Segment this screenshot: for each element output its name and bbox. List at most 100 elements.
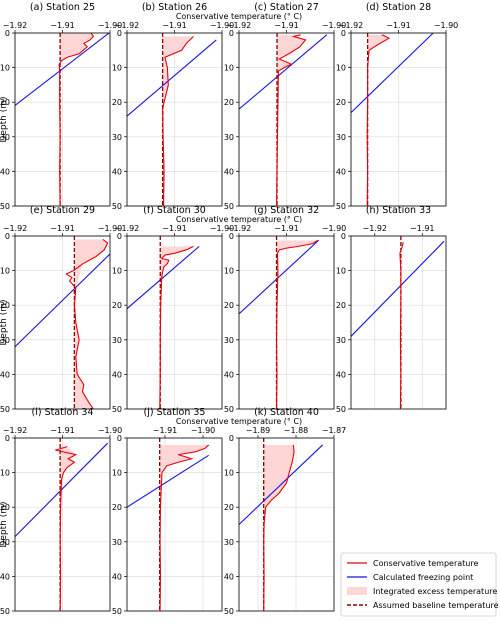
y-axis-label: Depth (m) — [0, 299, 9, 345]
y-tick-label: 50 — [112, 607, 122, 616]
legend-swatch-excess — [347, 587, 367, 595]
y-tick-label: 0 — [5, 232, 10, 241]
freezing-line — [15, 253, 110, 348]
excess-fill — [367, 34, 389, 51]
y-tick-label: 40 — [336, 370, 346, 379]
y-tick-label: 40 — [112, 167, 122, 176]
temperature-line — [275, 240, 318, 409]
panel-title: (j) Station 35 — [144, 407, 206, 418]
y-tick-label: 50 — [336, 405, 346, 414]
excess-fill — [277, 34, 306, 137]
panel-title: (i) Station 34 — [32, 407, 94, 418]
panel: −1.92 −1.91 0 10 20 30 40 50 (h) Station 33 — [336, 205, 447, 414]
temperature-line — [65, 239, 109, 409]
x-tick-label: −1.91 — [274, 21, 299, 30]
x-tick-label: −1.90 — [210, 21, 235, 30]
y-tick-label: 20 — [336, 98, 346, 107]
x-tick-label: −1.92 — [339, 21, 364, 30]
y-tick-label: 30 — [336, 336, 346, 345]
excess-fill — [263, 444, 295, 577]
freezing-line — [351, 33, 434, 113]
temperature-line — [159, 245, 194, 409]
x-tick-label: −1.90 — [210, 224, 235, 233]
y-tick-label: 50 — [224, 202, 234, 211]
x-tick-label: −1.91 — [50, 224, 75, 233]
x-tick-label: −1.92 — [227, 21, 252, 30]
x-tick-label: −1.90 — [98, 21, 123, 30]
excess-fill — [74, 239, 108, 409]
legend: Conservative temperature Calculated free… — [340, 552, 500, 617]
y-tick-label: 0 — [5, 29, 10, 38]
panel: −1.91 −1.90 0 10 20 30 40 50 (j) Station 35 — [112, 407, 223, 616]
panel-title: (h) Station 33 — [366, 205, 431, 216]
temperature-line — [162, 36, 194, 206]
x-tick-label: −1.91 — [153, 426, 178, 435]
excess-fill — [60, 33, 94, 61]
y-tick-label: 50 — [224, 405, 234, 414]
y-tick-label: 20 — [112, 301, 122, 310]
x-tick-label: −1.92 — [227, 224, 252, 233]
y-tick-label: 10 — [0, 469, 10, 478]
x-tick-label: −1.92 — [115, 224, 140, 233]
y-tick-label: 20 — [224, 503, 234, 512]
y-tick-label: 40 — [224, 370, 234, 379]
y-tick-label: 30 — [224, 538, 234, 547]
axes-frame — [350, 235, 447, 410]
y-tick-label: 0 — [229, 232, 234, 241]
legend-label-temperature: Conservative temperature — [373, 559, 478, 568]
x-tick-label: −1.90 — [98, 426, 123, 435]
plot-content — [127, 33, 217, 206]
y-tick-label: 10 — [112, 267, 122, 276]
y-tick-label: 0 — [117, 434, 122, 443]
panel-title: (c) Station 27 — [254, 2, 319, 13]
y-tick-label: 20 — [336, 301, 346, 310]
x-axis-label: Conservative temperature (° C) — [176, 215, 302, 224]
y-tick-label: 50 — [0, 405, 10, 414]
y-tick-label: 50 — [0, 202, 10, 211]
temperature-line — [366, 34, 391, 206]
y-tick-label: 10 — [0, 64, 10, 73]
plot-content — [15, 33, 110, 206]
y-tick-label: 20 — [0, 503, 10, 512]
freezing-line — [127, 39, 217, 117]
plot-content — [127, 236, 200, 409]
x-tick-label: −1.91 — [410, 224, 435, 233]
temperature-line — [263, 444, 295, 611]
y-tick-label: 20 — [224, 301, 234, 310]
freezing-line — [239, 34, 328, 110]
x-tick-label: −1.91 — [50, 21, 75, 30]
x-tick-label: −1.90 — [191, 426, 216, 435]
y-tick-label: 20 — [112, 503, 122, 512]
legend-label-excess: Integrated excess temperature ( Δ T) — [373, 587, 500, 596]
y-tick-label: 50 — [112, 202, 122, 211]
y-tick-label: 40 — [224, 167, 234, 176]
plot-content — [15, 438, 109, 611]
y-tick-label: 0 — [229, 434, 234, 443]
y-axis-label: Depth (m) — [0, 501, 9, 547]
y-tick-label: 30 — [224, 336, 234, 345]
y-tick-label: 10 — [0, 267, 10, 276]
y-tick-label: 20 — [224, 98, 234, 107]
x-tick-label: −1.89 — [246, 426, 271, 435]
x-tick-label: −1.92 — [362, 224, 387, 233]
x-tick-label: −1.88 — [284, 426, 309, 435]
legend-label-freezing: Calculated freezing point — [373, 573, 473, 582]
panel: −1.92 −1.91 −1.90 0 10 20 30 40 50 (d) Station 28 — [336, 2, 458, 211]
y-tick-label: 0 — [341, 232, 346, 241]
x-tick-label: −1.92 — [3, 21, 28, 30]
temperature-line — [55, 446, 78, 611]
y-tick-label: 50 — [336, 202, 346, 211]
excess-fill — [159, 444, 209, 611]
y-tick-label: 10 — [336, 64, 346, 73]
x-tick-label: −1.91 — [162, 21, 187, 30]
temperature-line — [275, 34, 307, 206]
y-tick-label: 30 — [0, 336, 10, 345]
x-tick-label: −1.90 — [322, 21, 347, 30]
x-tick-label: −1.90 — [322, 224, 347, 233]
excess-fill — [162, 36, 194, 206]
y-tick-label: 40 — [112, 370, 122, 379]
